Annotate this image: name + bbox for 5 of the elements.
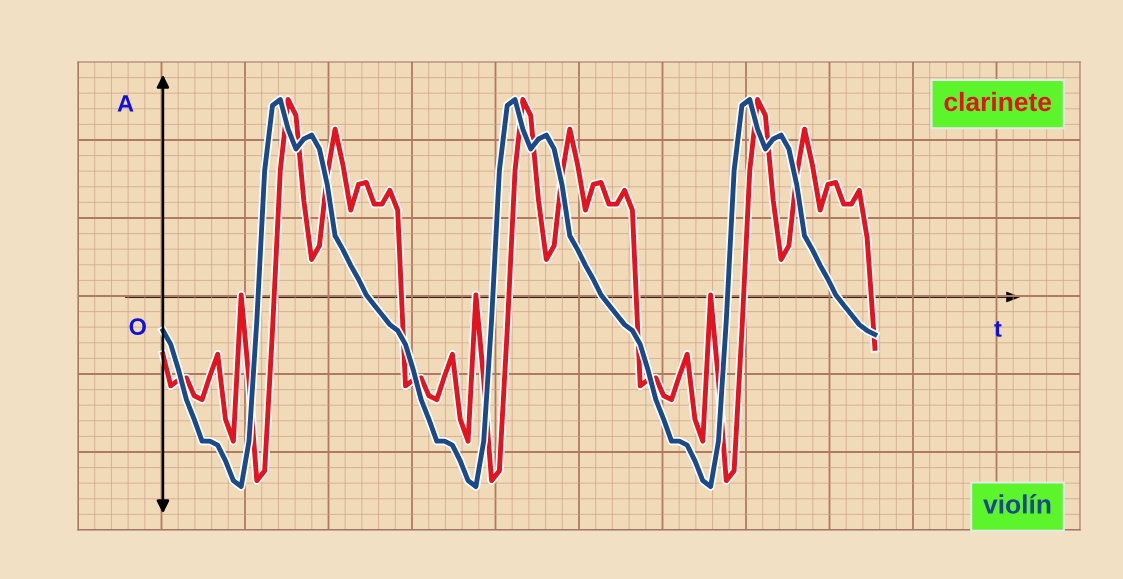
text: clarinete: [944, 91, 1052, 112]
text: violín: [983, 494, 1051, 514]
text: t: [994, 321, 1002, 337]
text: A: [117, 95, 134, 112]
text: O: [129, 318, 146, 335]
